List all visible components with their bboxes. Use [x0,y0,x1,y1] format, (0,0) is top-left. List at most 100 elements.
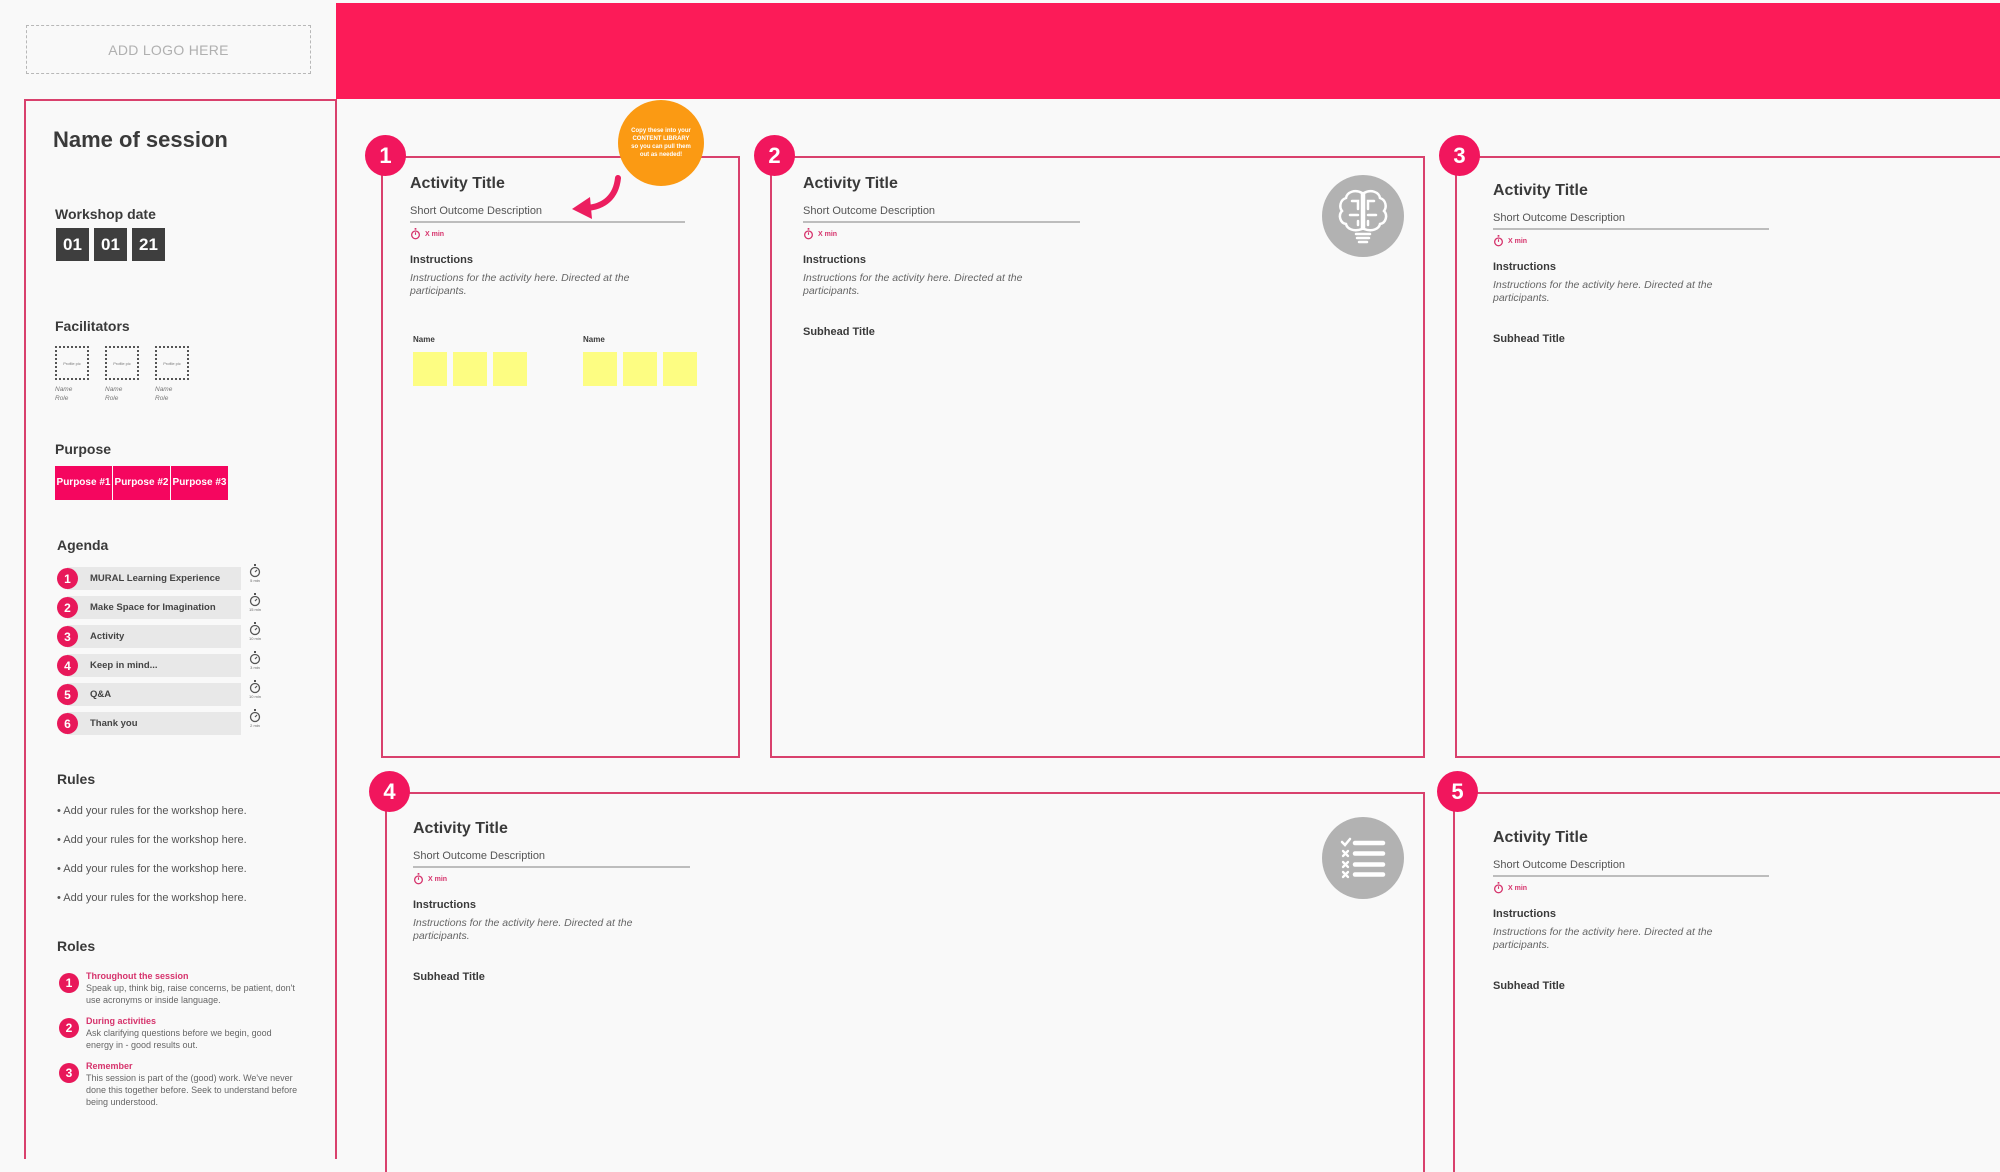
instructions-heading: Instructions [803,254,866,266]
sticky-note[interactable] [663,352,697,386]
rule-item[interactable]: • Add your rules for the workshop here. [57,834,247,846]
duration-label: X min [1508,237,1528,245]
activity-content: Activity Title Short Outcome Description… [1493,829,1769,992]
activity-card-2[interactable] [770,156,1425,758]
activity-card-1[interactable] [381,156,740,758]
role-item[interactable]: 3 Remember This session is part of the (… [58,1060,298,1108]
profile-pic-placeholder[interactable]: Profile pic [55,346,89,380]
activity-outcome-description[interactable]: Short Outcome Description [1493,212,1769,230]
agenda-item[interactable]: 2 Make Space for Imagination 15 min [57,593,267,619]
agenda-item-label: Make Space for Imagination [90,602,216,613]
activity-duration: X min [803,228,1080,240]
facilitator-card[interactable]: Profile pic Name Role [155,346,189,403]
role-item[interactable]: 2 During activities Ask clarifying quest… [58,1015,298,1051]
activity-number-badge: 2 [754,135,795,176]
agenda-item[interactable]: 1 MURAL Learning Experience 5 min [57,564,267,590]
agenda-duration: 15 min [248,607,261,612]
instructions-heading: Instructions [410,254,473,266]
activity-card-3[interactable] [1455,156,2000,758]
activity-card-4[interactable] [385,792,1425,1172]
role-item[interactable]: 1 Throughout the session Speak up, think… [58,970,298,1006]
activity-outcome-description[interactable]: Short Outcome Description [413,850,690,868]
profile-pic-placeholder[interactable]: Profile pic [155,346,189,380]
purpose-sticky-3[interactable]: Purpose #3 [171,466,228,500]
activity-outcome-description[interactable]: Short Outcome Description [803,205,1080,223]
facilitator-card[interactable]: Profile pic Name Role [105,346,139,403]
purpose-sticky-1[interactable]: Purpose #1 [55,466,112,500]
role-number-badge: 3 [59,1063,79,1083]
agenda-item[interactable]: 5 Q&A 10 min [57,680,267,706]
profile-pic-placeholder[interactable]: Profile pic [105,346,139,380]
facilitators-label: Facilitators [55,318,130,334]
content-library-callout[interactable]: Copy these into your CONTENT LIBRARY so … [618,100,704,186]
role-number-badge: 1 [59,973,79,993]
sticky-note[interactable] [583,352,617,386]
rule-item[interactable]: • Add your rules for the workshop here. [57,863,247,875]
agenda-number-badge: 5 [57,684,78,705]
subhead-title[interactable]: Subhead Title [1493,333,1565,345]
activity-number-badge: 3 [1439,135,1480,176]
sticky-group[interactable]: Name [583,335,697,386]
activity-title[interactable]: Activity Title [410,175,505,192]
date-month[interactable]: 01 [94,228,127,261]
agenda-number-badge: 3 [57,626,78,647]
curved-arrow-icon [572,175,621,219]
sticky-note[interactable] [493,352,527,386]
activity-content: Activity Title Short Outcome Description… [803,175,1080,338]
activity-title[interactable]: Activity Title [1493,829,1588,846]
date-day[interactable]: 01 [56,228,89,261]
roles-label: Roles [57,938,96,954]
activity-title[interactable]: Activity Title [1493,182,1588,199]
agenda-item[interactable]: 4 Keep in mind... 3 min [57,651,267,677]
duration-label: X min [425,230,445,238]
agenda-number-badge: 6 [57,713,78,734]
agenda-timer: 15 min [243,593,267,612]
facilitator-role: Role [155,395,169,402]
activity-duration: X min [1493,882,1769,894]
activity-outcome-description[interactable]: Short Outcome Description [410,205,685,223]
agenda-item[interactable]: 6 Thank you 2 min [57,709,267,735]
instructions-text[interactable]: Instructions for the activity here. Dire… [410,272,630,297]
purpose-sticky-2[interactable]: Purpose #2 [113,466,170,500]
agenda-item-label: MURAL Learning Experience [90,573,221,584]
agenda-bar [67,683,241,706]
rule-item[interactable]: • Add your rules for the workshop here. [57,805,247,817]
facilitator-card[interactable]: Profile pic Name Role [55,346,89,403]
sticky-note[interactable] [453,352,487,386]
subhead-title[interactable]: Subhead Title [413,971,485,983]
activity-card-5[interactable] [1453,792,2000,1172]
stopwatch-icon [804,228,813,240]
rule-item[interactable]: • Add your rules for the workshop here. [57,892,247,904]
sticky-note[interactable] [623,352,657,386]
rules-list: • Add your rules for the workshop here. … [57,805,247,921]
subhead-title[interactable]: Subhead Title [1493,980,1565,992]
agenda-duration: 10 min [248,636,261,641]
activity-title[interactable]: Activity Title [803,175,898,192]
agenda-timer: 3 min [243,651,267,670]
sticky-group[interactable]: Name [413,335,527,386]
date-year[interactable]: 21 [132,228,165,261]
facilitator-role: Role [55,395,69,402]
sticky-note[interactable] [413,352,447,386]
instructions-heading: Instructions [1493,261,1556,273]
agenda-item[interactable]: 3 Activity 10 min [57,622,267,648]
instructions-text[interactable]: Instructions for the activity here. Dire… [413,917,633,942]
agenda-duration: 2 min [250,723,260,728]
session-name[interactable]: Name of session [53,127,228,152]
stopwatch-icon [411,228,420,240]
add-logo-placeholder[interactable]: ADD LOGO HERE [26,25,311,74]
instructions-heading: Instructions [1493,908,1556,920]
sticky-group-label: Name [413,335,435,344]
agenda-duration: 5 min [250,578,260,583]
stopwatch-icon [249,651,261,665]
purpose-list: Purpose #1 Purpose #2 Purpose #3 [55,466,228,500]
stopwatch-icon [1494,235,1503,247]
instructions-text[interactable]: Instructions for the activity here. Dire… [803,272,1023,297]
subhead-title[interactable]: Subhead Title [803,326,875,338]
instructions-text[interactable]: Instructions for the activity here. Dire… [1493,279,1713,304]
instructions-text[interactable]: Instructions for the activity here. Dire… [1493,926,1713,951]
activity-title[interactable]: Activity Title [413,820,508,837]
activity-outcome-description[interactable]: Short Outcome Description [1493,859,1769,877]
session-sidebar [24,99,337,1159]
checklist-icon [1322,817,1404,899]
